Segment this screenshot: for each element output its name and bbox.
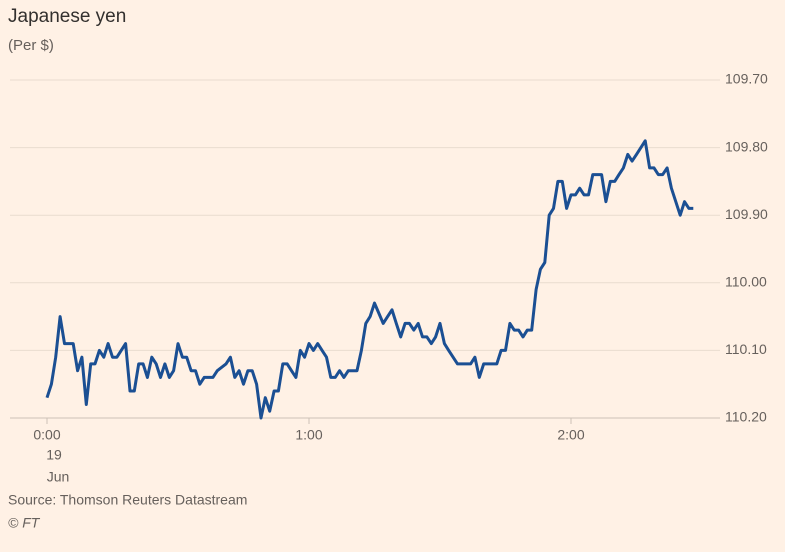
source: Source: Thomson Reuters Datastream (8, 492, 247, 508)
y-tick-label: 110.00 (725, 274, 767, 290)
y-tick-label: 110.20 (725, 409, 767, 425)
x-tick-label: 2:00 (557, 427, 584, 443)
y-tick-label: 110.10 (725, 341, 767, 357)
x-tick-date: 19 (46, 447, 62, 463)
x-tick-date: Jun (47, 469, 70, 485)
y-tick-label: 109.70 (725, 71, 768, 87)
line (45, 139, 694, 420)
chart-subtitle: (Per $) (8, 37, 54, 54)
x-tick-label: 1:00 (295, 427, 322, 443)
y-tick-label: 109.90 (725, 206, 768, 222)
y-tick-label: 109.80 (725, 138, 768, 154)
x-tick-label: 0:00 (33, 427, 60, 443)
chart-title: Japanese yen (8, 6, 126, 27)
credit: © FT (8, 515, 41, 531)
